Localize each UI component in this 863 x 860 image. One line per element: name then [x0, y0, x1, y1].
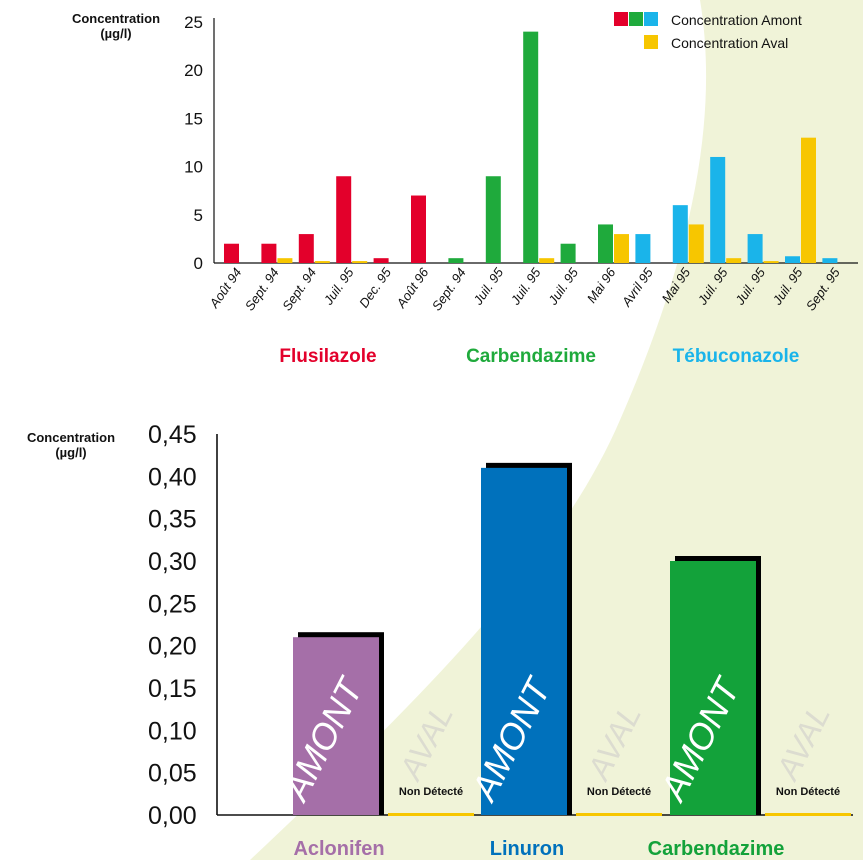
legend-swatch-amont-2 — [644, 12, 658, 26]
bar-amont-13 — [710, 156, 726, 263]
bar-amont-6 — [448, 258, 464, 263]
bar-aval-13 — [726, 258, 742, 263]
bar-amont-11 — [635, 234, 651, 263]
y-tick-label: 25 — [184, 13, 203, 32]
legend-label-aval: Concentration Aval — [671, 35, 788, 51]
x-tick-label: Juil. 95 — [545, 264, 582, 308]
y-axis-title: Concentration (µg/l) — [72, 11, 160, 41]
non-detecte-label: Non Détecté — [399, 786, 463, 798]
bar-amont-0 — [224, 243, 239, 263]
bar-amont-5 — [411, 195, 426, 263]
y-tick-label: 0,45 — [148, 421, 197, 449]
bar-aval-12 — [688, 224, 704, 263]
x-tick-label: Dec. 95 — [356, 264, 394, 310]
bar-aval-2 — [765, 813, 851, 816]
bar-amont-9 — [560, 243, 576, 263]
y-tick-label: 0,40 — [148, 463, 197, 491]
y-tick-label: 0,20 — [148, 633, 197, 661]
x-tick-label: Mai 96 — [584, 264, 619, 305]
y-tick-label: 0,35 — [148, 506, 197, 534]
legend-swatch-amont-0 — [614, 12, 628, 26]
bar-aval-0 — [388, 813, 474, 816]
y-axis-title: Concentration (µg/l) — [27, 430, 115, 460]
group-label-2: Tébuconazole — [673, 346, 800, 367]
x-tick-label: Août 96 — [393, 264, 432, 311]
bar-amont-14 — [747, 234, 763, 263]
bar-amont-7 — [485, 176, 501, 263]
x-tick-label: Août 94 — [206, 265, 245, 311]
bar-amont-8 — [523, 31, 539, 263]
category-label-0: Aclonifen — [293, 838, 384, 860]
legend-label-amont: Concentration Amont — [671, 12, 802, 28]
legend-swatch-amont-1 — [629, 12, 643, 26]
bar-aval-1 — [277, 258, 293, 263]
x-tick-label: Sept. 94 — [279, 265, 319, 313]
x-tick-label: Avril 95 — [618, 264, 656, 309]
x-tick-label: Juil. 95 — [320, 264, 357, 308]
x-tick-label: Juil. 95 — [507, 264, 544, 308]
y-tick-label: 0 — [194, 254, 203, 273]
group-label-1: Carbendazime — [466, 346, 596, 367]
bar-amont-10 — [598, 224, 613, 263]
bar-amont-4 — [373, 258, 389, 263]
bar-amont-2 — [298, 234, 314, 263]
bar-amont-2 — [670, 561, 756, 815]
y-tick-label: 10 — [184, 158, 203, 177]
y-tick-label: 5 — [194, 206, 203, 225]
y-tick-label: 15 — [184, 109, 203, 128]
bar-amont-1 — [481, 467, 567, 815]
bar-amont-15 — [785, 256, 800, 263]
category-label-2: Carbendazime — [648, 838, 785, 860]
y-tick-label: 0,15 — [148, 675, 197, 703]
y-tick-label: 0,10 — [148, 717, 197, 745]
legend-swatch-aval — [644, 35, 658, 49]
bar-amont-1 — [261, 243, 277, 263]
y-tick-label: 0,05 — [148, 760, 197, 788]
non-detecte-label: Non Détecté — [587, 786, 651, 798]
bar-aval-2 — [314, 261, 330, 263]
bar-aval-8 — [539, 258, 555, 263]
non-detecte-label: Non Détecté — [776, 786, 840, 798]
group-label-0: Flusilazole — [279, 346, 376, 367]
y-tick-label: 0,00 — [148, 802, 197, 830]
chart-bottom: 0,00 0,05 0,10 0,15 0,20 0,25 0,30 0,35 0,40 0,45… — [27, 421, 853, 860]
bar-aval-14 — [763, 261, 779, 263]
x-tick-label: Juil. 95 — [470, 264, 507, 308]
x-tick-label: Sept. 94 — [242, 265, 282, 313]
y-tick-label: 20 — [184, 61, 203, 80]
x-tick-label: Sept. 94 — [429, 265, 469, 313]
bar-aval-3 — [352, 261, 368, 263]
bar-amont-16 — [822, 258, 838, 263]
bar-amont-3 — [336, 176, 352, 263]
bar-aval-10 — [614, 234, 629, 263]
bar-amont-12 — [672, 205, 688, 263]
bar-aval-1 — [576, 813, 662, 816]
bar-amont-0 — [293, 637, 379, 815]
bar-aval-15 — [801, 137, 816, 263]
category-label-1: Linuron — [490, 838, 564, 860]
y-tick-label: 0,30 — [148, 548, 197, 576]
y-tick-label: 0,25 — [148, 590, 197, 618]
